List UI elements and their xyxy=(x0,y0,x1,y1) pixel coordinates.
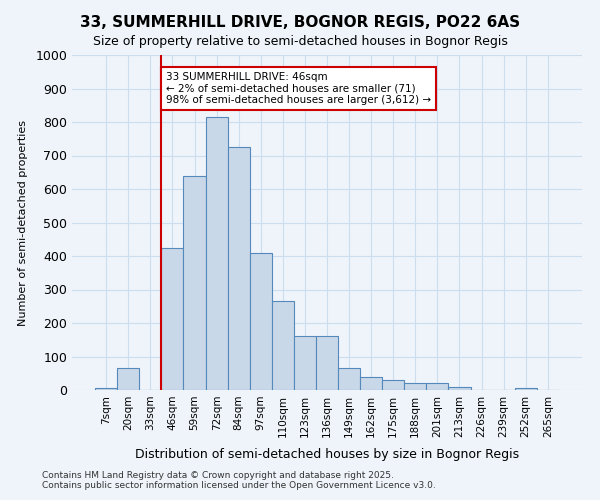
Bar xyxy=(250,252,272,390)
Bar xyxy=(360,376,382,390)
Bar xyxy=(404,384,427,390)
Bar xyxy=(161,248,184,390)
Bar xyxy=(117,368,139,390)
Bar xyxy=(184,176,206,390)
Bar xyxy=(206,117,227,390)
Bar xyxy=(515,388,537,390)
Bar xyxy=(272,301,294,390)
Bar xyxy=(382,380,404,390)
Y-axis label: Number of semi-detached properties: Number of semi-detached properties xyxy=(19,120,28,326)
Bar xyxy=(95,388,117,390)
Text: 33 SUMMERHILL DRIVE: 46sqm
← 2% of semi-detached houses are smaller (71)
98% of : 33 SUMMERHILL DRIVE: 46sqm ← 2% of semi-… xyxy=(166,72,431,105)
Bar xyxy=(427,384,448,390)
Bar xyxy=(338,368,360,390)
Text: Contains HM Land Registry data © Crown copyright and database right 2025.
Contai: Contains HM Land Registry data © Crown c… xyxy=(42,470,436,490)
Bar xyxy=(316,336,338,390)
Bar xyxy=(294,336,316,390)
X-axis label: Distribution of semi-detached houses by size in Bognor Regis: Distribution of semi-detached houses by … xyxy=(135,448,519,461)
Text: 33, SUMMERHILL DRIVE, BOGNOR REGIS, PO22 6AS: 33, SUMMERHILL DRIVE, BOGNOR REGIS, PO22… xyxy=(80,15,520,30)
Bar xyxy=(448,386,470,390)
Text: Size of property relative to semi-detached houses in Bognor Regis: Size of property relative to semi-detach… xyxy=(92,35,508,48)
Bar xyxy=(227,147,250,390)
